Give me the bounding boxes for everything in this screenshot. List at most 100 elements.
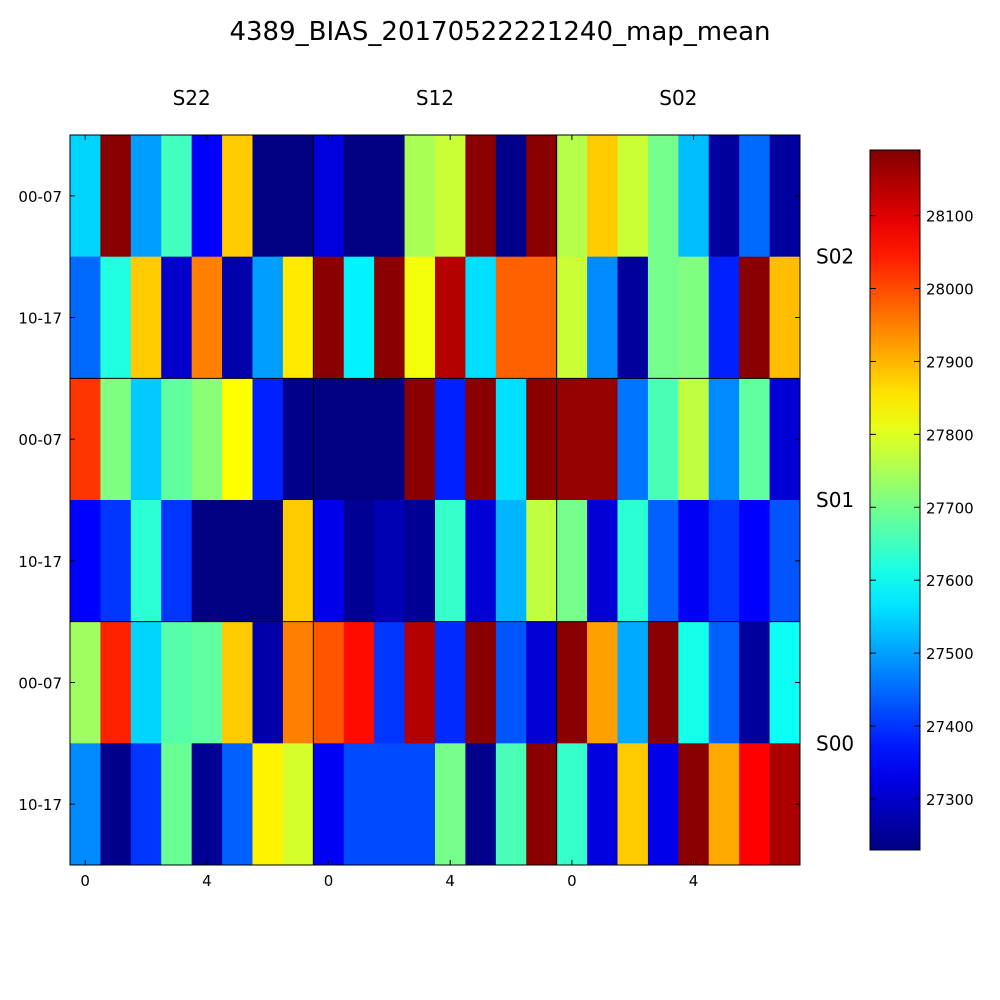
- column-group-label: S22: [173, 86, 211, 110]
- colorbar: 27300 27400 27500 27600 27700 27800 27900 28000…: [869, 149, 974, 851]
- heatmap-cell: [587, 256, 618, 379]
- heatmap-cell: [435, 135, 466, 258]
- heatmap-cell: [556, 378, 588, 501]
- x-tick-label: 0: [80, 872, 90, 890]
- x-tick-label: 0: [567, 872, 577, 890]
- heatmap-cell: [191, 743, 223, 866]
- heatmap-cell: [739, 378, 771, 501]
- heatmap-cell: [70, 256, 101, 379]
- heatmap-cell: [343, 621, 375, 744]
- x-tick-label: 4: [445, 872, 455, 890]
- x-tick-label: 4: [202, 872, 212, 890]
- heatmap-cell: [70, 500, 101, 623]
- heatmap-cell: [252, 256, 284, 379]
- heatmap-cell: [252, 378, 284, 501]
- heatmap-cell: [404, 378, 436, 501]
- heatmap-cell: [617, 500, 649, 623]
- heatmap-cell: [130, 621, 162, 744]
- heatmap-cell: [282, 500, 314, 623]
- heatmap-cell: [678, 135, 710, 258]
- heatmap-cell: [739, 743, 771, 866]
- heatmap-cell: [617, 621, 649, 744]
- heatmap-cell: [404, 135, 436, 258]
- row-group-label: S00: [816, 731, 854, 755]
- heatmap-cell: [343, 135, 375, 258]
- heatmap-cell: [130, 500, 162, 623]
- x-axis: 0 4 0 4 0 4: [80, 135, 698, 890]
- heatmap-cell: [100, 621, 132, 744]
- heatmap-cell: [70, 378, 101, 501]
- heatmap-cell: [465, 378, 497, 501]
- heatmap-cell: [495, 500, 527, 623]
- heatmap-cell: [587, 500, 618, 623]
- heatmap-cell: [465, 256, 497, 379]
- plot-frame: [69, 134, 801, 866]
- heatmap-cell: [739, 135, 771, 258]
- heatmap-cell: [404, 500, 436, 623]
- heatmap-cell: [252, 743, 284, 866]
- heatmap-cell: [465, 743, 497, 866]
- heatmap-cell: [678, 256, 710, 379]
- colorbar-tick-label: 27800: [926, 426, 974, 444]
- heatmap-cell: [647, 378, 679, 501]
- heatmap-cell: [495, 256, 527, 379]
- colorbar-tick-label: 27500: [926, 645, 974, 663]
- heatmap-cell: [343, 256, 375, 379]
- heatmap-cell: [495, 621, 527, 744]
- row-group-labels: S02 S01 S00: [816, 245, 854, 756]
- heatmap-cell: [678, 500, 710, 623]
- heatmap-cell: [647, 135, 679, 258]
- heatmap-cell: [130, 743, 162, 866]
- heatmap-cell: [708, 256, 740, 379]
- heatmap-cell: [282, 378, 314, 501]
- heatmap-cell: [374, 500, 406, 623]
- heatmap-cell: [435, 378, 466, 501]
- y-axis: 00-07 10-17 00-07 10-17 00-07 10-17: [18, 188, 800, 814]
- heatmap-cell: [435, 256, 466, 379]
- heatmap-cell: [100, 500, 132, 623]
- heatmap-cell: [313, 743, 345, 866]
- heatmap-cell: [495, 743, 527, 866]
- heatmap-cell: [739, 256, 771, 379]
- heatmap-cell: [526, 621, 558, 744]
- heatmap-cell: [130, 256, 162, 379]
- colorbar-tick-label: 28100: [926, 208, 974, 226]
- heatmap-cell: [435, 500, 466, 623]
- heatmap-cell: [587, 743, 618, 866]
- heatmap-cell: [374, 621, 406, 744]
- heatmap-cell: [130, 378, 162, 501]
- heatmap-cell: [374, 743, 406, 866]
- heatmap-cell: [100, 256, 132, 379]
- heatmap-cells: [70, 135, 801, 866]
- chart-title: 4389_BIAS_20170522221240_map_mean: [229, 17, 770, 47]
- heatmap-cell: [252, 621, 284, 744]
- heatmap-cell: [526, 743, 558, 866]
- heatmap-cell: [526, 256, 558, 379]
- heatmap-cell: [556, 135, 588, 258]
- y-tick-label: 10-17: [18, 553, 62, 571]
- heatmap-cell: [130, 135, 162, 258]
- heatmap-cell: [282, 621, 314, 744]
- x-tick-label: 0: [324, 872, 334, 890]
- heatmap-cell: [739, 500, 771, 623]
- heatmap-cell: [556, 743, 588, 866]
- heatmap-cell: [647, 743, 679, 866]
- heatmap-cell: [161, 256, 193, 379]
- heatmap-cell: [495, 135, 527, 258]
- heatmap-cell: [222, 621, 253, 744]
- row-group-label: S02: [816, 245, 854, 269]
- heatmap-cell: [435, 621, 466, 744]
- heatmap-cell: [161, 621, 193, 744]
- heatmap-cell: [191, 135, 223, 258]
- heatmap-cell: [161, 378, 193, 501]
- y-tick-label: 00-07: [18, 188, 62, 206]
- heatmap-cell: [465, 621, 497, 744]
- heatmap-cell: [100, 743, 132, 866]
- heatmap-cell: [678, 621, 710, 744]
- heatmap-cell: [526, 135, 558, 258]
- colorbar-tick-label: 27400: [926, 718, 974, 736]
- heatmap-cell: [343, 500, 375, 623]
- heatmap-cell: [708, 743, 740, 866]
- heatmap-cell: [191, 378, 223, 501]
- heatmap-cell: [191, 621, 223, 744]
